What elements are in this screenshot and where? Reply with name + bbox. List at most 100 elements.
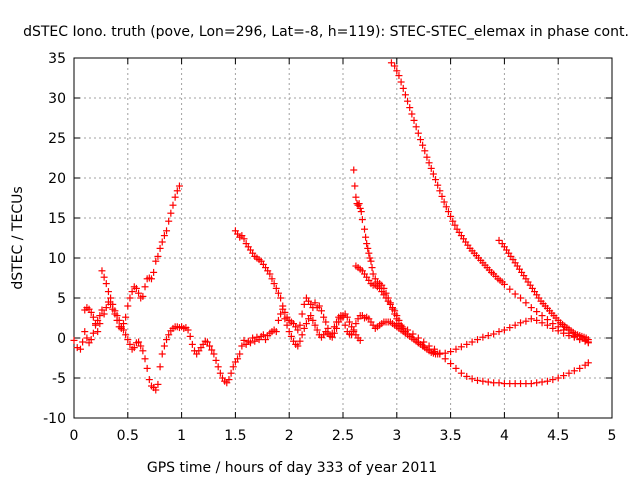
data-point <box>171 193 179 201</box>
data-point <box>576 336 584 344</box>
data-point <box>386 300 394 308</box>
data-point <box>167 209 175 217</box>
data-point <box>311 299 319 307</box>
data-point <box>416 136 424 144</box>
data-point <box>495 379 503 387</box>
data-point <box>73 344 81 352</box>
data-point <box>107 294 115 302</box>
data-point <box>298 331 306 339</box>
data-point <box>281 308 289 316</box>
data-point <box>165 331 173 339</box>
data-point <box>279 302 287 310</box>
data-point <box>506 324 514 332</box>
data-point <box>104 288 112 296</box>
data-point <box>296 321 304 329</box>
data-point <box>434 181 442 189</box>
data-point <box>122 313 130 321</box>
data-point <box>79 338 87 346</box>
y-tick-label: 15 <box>48 211 66 227</box>
data-point <box>500 280 508 288</box>
data-point <box>124 336 132 344</box>
data-point <box>463 372 471 380</box>
data-point <box>479 333 487 341</box>
data-point <box>227 369 235 377</box>
data-point <box>412 123 420 131</box>
data-point <box>397 78 405 86</box>
data-point <box>506 285 514 293</box>
data-point <box>358 216 366 224</box>
data-point <box>430 348 438 356</box>
y-tick-label: 5 <box>57 291 66 307</box>
data-point <box>296 337 304 345</box>
data-point <box>160 232 168 240</box>
data-point <box>511 321 519 329</box>
data-point <box>584 359 592 367</box>
data-point <box>432 176 440 184</box>
data-point <box>474 376 481 384</box>
data-point <box>147 275 155 283</box>
data-point <box>398 323 406 331</box>
data-point <box>576 364 584 372</box>
data-point <box>351 182 359 190</box>
data-point <box>451 221 459 229</box>
data-point <box>438 192 446 200</box>
x-tick-label: 4 <box>500 428 509 444</box>
data-point <box>533 379 541 387</box>
data-point <box>238 342 246 350</box>
data-point <box>414 129 422 137</box>
data-point <box>399 84 407 92</box>
x-axis-label: GPS time / hours of day 333 of year 2011 <box>147 460 437 476</box>
data-point <box>366 254 374 262</box>
data-point <box>70 336 78 344</box>
data-point <box>522 317 530 325</box>
data-point <box>364 244 372 252</box>
data-point <box>216 369 224 377</box>
data-point <box>452 345 460 353</box>
x-tick-label: 4.5 <box>547 428 569 444</box>
data-point <box>404 326 412 334</box>
data-point <box>565 332 573 340</box>
data-point <box>135 289 143 297</box>
data-point <box>294 342 302 350</box>
data-point <box>184 326 192 334</box>
data-point <box>298 310 306 318</box>
data-point <box>442 203 450 211</box>
data-point <box>447 348 455 356</box>
data-point <box>135 338 143 346</box>
data-point <box>212 356 220 364</box>
data-point <box>100 273 108 281</box>
data-point <box>87 336 95 344</box>
grid <box>74 58 612 418</box>
data-point <box>355 200 363 208</box>
data-point <box>89 313 97 321</box>
data-point <box>345 318 353 326</box>
data-point <box>356 336 364 344</box>
data-point <box>495 236 503 244</box>
data-point <box>533 316 541 324</box>
data-point <box>111 307 119 315</box>
data-point <box>368 264 376 272</box>
data-point <box>393 315 401 323</box>
data-point <box>343 313 351 321</box>
data-point <box>160 342 168 350</box>
data-point <box>100 310 108 318</box>
data-point <box>240 336 248 344</box>
data-point <box>158 238 166 246</box>
data-point <box>565 369 573 377</box>
data-point <box>128 288 136 296</box>
data-point <box>419 141 427 149</box>
data-point <box>132 284 140 292</box>
data-point <box>208 346 216 354</box>
data-point <box>440 198 448 206</box>
data-point <box>441 349 449 357</box>
data-point <box>92 321 100 329</box>
data-point <box>404 97 412 105</box>
y-tick-label: 20 <box>48 171 66 187</box>
data-point <box>341 321 349 329</box>
data-point <box>348 323 356 331</box>
data-point <box>474 336 481 344</box>
data-point <box>154 380 162 388</box>
data-point <box>517 294 525 302</box>
data-point <box>96 312 104 320</box>
data-point <box>387 59 395 67</box>
